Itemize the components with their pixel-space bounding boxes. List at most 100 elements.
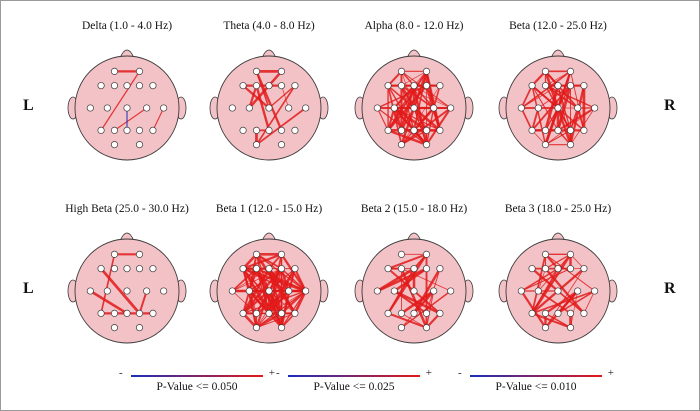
connection-line bbox=[242, 253, 282, 270]
electrode-marker bbox=[541, 309, 550, 317]
electrode-marker bbox=[291, 82, 299, 90]
connection-line bbox=[544, 70, 579, 109]
connection-line bbox=[413, 71, 428, 131]
connection-line bbox=[280, 290, 307, 329]
head-map bbox=[498, 232, 618, 344]
electrode-marker bbox=[422, 309, 431, 317]
electrode-marker bbox=[436, 309, 444, 317]
connection-line bbox=[393, 107, 403, 131]
electrode-marker bbox=[160, 104, 168, 112]
electrode-marker bbox=[277, 82, 286, 90]
connection-lines bbox=[89, 253, 153, 315]
electrode-marker bbox=[252, 82, 261, 90]
connection-line bbox=[100, 254, 116, 314]
connection-line bbox=[538, 85, 571, 109]
connection-line bbox=[255, 85, 296, 146]
connection-line bbox=[268, 268, 296, 292]
connection-line bbox=[520, 70, 572, 109]
electrode-marker bbox=[265, 265, 273, 273]
connection-line bbox=[242, 84, 270, 109]
electrode-marker bbox=[110, 324, 119, 332]
electrode-marker bbox=[566, 265, 575, 273]
electrode-marker bbox=[422, 82, 431, 90]
electrode-marker bbox=[110, 265, 119, 273]
left-hemisphere-label-top: L bbox=[23, 97, 34, 114]
electrode-marker bbox=[447, 104, 455, 112]
electrode-marker bbox=[228, 287, 236, 295]
electrode-marker bbox=[541, 250, 550, 258]
connection-line bbox=[376, 107, 389, 131]
electrode-marker bbox=[110, 250, 119, 258]
connection-line bbox=[280, 268, 290, 292]
electrode-marker bbox=[410, 309, 418, 317]
head-map bbox=[209, 232, 329, 344]
panel-title-delta: Delta (1.0 - 4.0 Hz) bbox=[81, 20, 173, 32]
connection-line bbox=[255, 312, 283, 329]
electrode-marker bbox=[277, 250, 286, 258]
electrode-marker bbox=[397, 309, 406, 317]
electrode-marker bbox=[422, 250, 431, 258]
legend-caption: P-Value <= 0.025 bbox=[313, 381, 395, 393]
electrode-marker bbox=[566, 67, 575, 75]
electrode-marker bbox=[384, 82, 392, 90]
connection-line bbox=[545, 129, 571, 146]
panel-title-beta-3: Beta 3 (18.0 - 25.0 Hz) bbox=[504, 203, 612, 215]
electrode-marker bbox=[554, 126, 562, 134]
connection-line bbox=[531, 107, 540, 131]
electrode-marker bbox=[277, 141, 286, 149]
connection-line bbox=[576, 107, 585, 131]
electrode-marker bbox=[534, 287, 542, 295]
connection-line bbox=[255, 85, 271, 131]
electrode-marker bbox=[277, 309, 286, 317]
electrode-marker bbox=[265, 126, 273, 134]
electrode-marker bbox=[277, 126, 286, 134]
electrode-marker bbox=[149, 265, 157, 273]
electrode-marker bbox=[397, 82, 406, 90]
electrode-marker bbox=[239, 309, 247, 317]
electrode-marker bbox=[580, 265, 588, 273]
connection-line bbox=[400, 107, 416, 146]
electrode-marker bbox=[123, 287, 131, 295]
panel-title-high-beta: High Beta (25.0 - 30.0 Hz) bbox=[65, 203, 189, 215]
connection-lines bbox=[242, 69, 307, 146]
panel-title-beta: Beta (12.0 - 25.0 Hz) bbox=[509, 20, 607, 32]
connection-line bbox=[387, 253, 427, 270]
legend-minus-sign: - bbox=[458, 367, 462, 379]
connection-line bbox=[531, 85, 547, 145]
connection-line bbox=[412, 268, 442, 314]
electrode-marker bbox=[228, 104, 236, 112]
electrode-marker bbox=[143, 104, 151, 112]
connection-line bbox=[256, 290, 307, 329]
connection-line bbox=[570, 107, 596, 145]
connection-line bbox=[557, 290, 596, 315]
electrode-marker bbox=[397, 67, 406, 75]
panel-title-beta-2: Beta 2 (15.0 - 18.0 Hz) bbox=[360, 203, 468, 215]
connection-lines bbox=[100, 70, 165, 131]
electrode-marker bbox=[397, 265, 406, 273]
electrode-marker bbox=[135, 141, 144, 149]
electrode-marker bbox=[252, 265, 261, 273]
connection-line bbox=[569, 107, 579, 131]
electrode-marker bbox=[252, 126, 261, 134]
electrode-marker bbox=[430, 287, 438, 295]
electrode-marker bbox=[291, 265, 299, 273]
electrode-marker bbox=[566, 141, 575, 149]
electrode-marker bbox=[123, 104, 131, 112]
panel-title-alpha: Alpha (8.0 - 12.0 Hz) bbox=[364, 20, 464, 32]
connection-line bbox=[401, 71, 427, 86]
connection-line bbox=[231, 268, 258, 292]
electrode-marker bbox=[239, 126, 247, 134]
legend-caption: P-Value <= 0.010 bbox=[495, 381, 577, 393]
connection-line bbox=[242, 290, 251, 314]
electrode-marker bbox=[580, 309, 588, 317]
connection-lines bbox=[376, 253, 452, 329]
electrode-marker bbox=[265, 104, 273, 112]
legend-plus-sign: + bbox=[607, 367, 614, 379]
legend-plus-sign: + bbox=[425, 367, 432, 379]
connection-line bbox=[401, 129, 427, 146]
electrode-marker bbox=[566, 324, 575, 332]
electrode-marker bbox=[436, 126, 444, 134]
electrode-marker bbox=[390, 287, 398, 295]
panel-title-theta: Theta (4.0 - 8.0 Hz) bbox=[223, 20, 315, 32]
electrode-marker bbox=[566, 309, 575, 317]
